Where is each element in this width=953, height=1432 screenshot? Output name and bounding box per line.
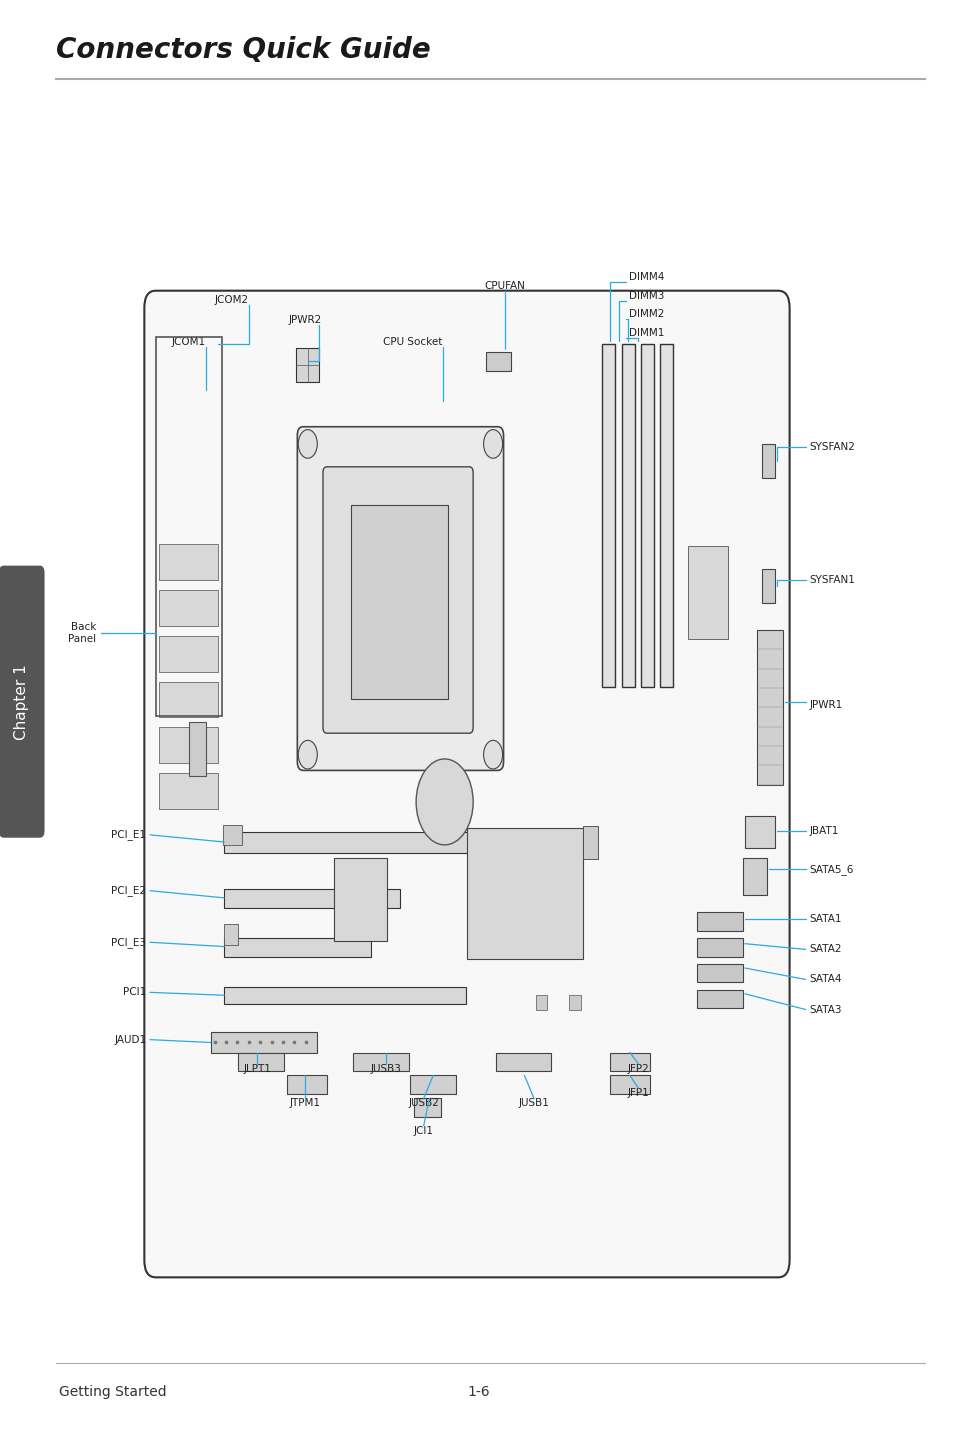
Bar [697,990,742,1008]
Text: JCI1: JCI1 [414,1126,434,1136]
Text: Back
Panel: Back Panel [68,621,95,644]
Text: JUSB1: JUSB1 [518,1098,549,1108]
Bar [350,505,448,699]
Bar [583,826,597,859]
Text: JFP1: JFP1 [627,1088,649,1098]
Text: 1-6: 1-6 [467,1385,490,1399]
Bar [224,832,589,853]
Bar [640,344,653,687]
Bar [189,722,206,776]
FancyBboxPatch shape [0,566,45,838]
Text: JLPT1: JLPT1 [243,1064,271,1074]
Text: CPUFAN: CPUFAN [483,281,524,291]
Bar [238,1053,284,1071]
Text: JCOM1: JCOM1 [172,337,206,347]
Bar [761,569,775,603]
Bar [486,352,511,371]
Bar [223,825,242,845]
Circle shape [483,740,502,769]
Bar [414,1098,440,1117]
Bar [158,636,217,672]
Text: Connectors Quick Guide: Connectors Quick Guide [56,36,430,64]
Text: SATA2: SATA2 [809,945,841,954]
Bar [536,995,547,1010]
Bar [158,590,217,626]
Text: CPU Socket: CPU Socket [383,337,442,347]
Bar [158,544,217,580]
Bar [687,546,727,639]
Bar [742,858,766,895]
Bar [158,682,217,717]
Bar [697,912,742,931]
Bar [467,828,583,959]
Text: SATA3: SATA3 [809,1005,841,1014]
Bar [761,444,775,478]
Text: PCI_E2: PCI_E2 [112,885,146,896]
Bar [158,727,217,763]
Bar [609,1075,649,1094]
Bar [744,816,775,848]
Text: SATA1: SATA1 [809,915,841,924]
Text: JTPM1: JTPM1 [289,1098,320,1108]
Bar [353,1053,408,1071]
FancyBboxPatch shape [323,467,473,733]
Bar [601,344,614,687]
Bar [224,938,371,957]
Text: DIMM2: DIMM2 [628,309,663,319]
Text: DIMM1: DIMM1 [628,328,663,338]
Bar [224,924,238,945]
Text: JFP2: JFP2 [627,1064,649,1074]
Text: Getting Started: Getting Started [59,1385,166,1399]
Text: SYSFAN1: SYSFAN1 [809,576,855,584]
Circle shape [298,740,317,769]
Bar [697,964,742,982]
Bar [224,889,399,908]
Text: Chapter 1: Chapter 1 [14,664,30,739]
Circle shape [416,759,473,845]
Bar [659,344,672,687]
Text: JUSB3: JUSB3 [370,1064,400,1074]
Text: PCI_E1: PCI_E1 [112,829,146,841]
Text: SYSFAN2: SYSFAN2 [809,442,855,451]
Bar [158,773,217,809]
FancyBboxPatch shape [297,427,503,770]
Text: JAUD1: JAUD1 [114,1035,146,1044]
Text: DIMM3: DIMM3 [628,291,663,301]
Bar [697,938,742,957]
Bar [609,1053,649,1071]
Bar [287,1075,327,1094]
Bar [569,995,580,1010]
Bar [211,1032,317,1053]
Text: DIMM4: DIMM4 [628,272,663,282]
FancyBboxPatch shape [144,291,789,1277]
Circle shape [483,430,502,458]
Text: JUSB2: JUSB2 [408,1098,438,1108]
Text: SATA5_6: SATA5_6 [809,863,853,875]
Bar [621,344,634,687]
Text: PCI_E3: PCI_E3 [112,937,146,948]
Bar [224,987,466,1004]
Bar [496,1053,551,1071]
Circle shape [298,430,317,458]
Text: JPWR1: JPWR1 [809,700,841,709]
Text: JCOM2: JCOM2 [214,295,249,305]
Text: JPWR2: JPWR2 [289,315,322,325]
Text: SATA4: SATA4 [809,975,841,984]
Text: PCI1: PCI1 [123,988,146,997]
Bar [410,1075,456,1094]
Bar [296,348,319,382]
Text: JBAT1: JBAT1 [809,826,838,835]
Bar [757,630,782,785]
Bar [335,858,386,941]
